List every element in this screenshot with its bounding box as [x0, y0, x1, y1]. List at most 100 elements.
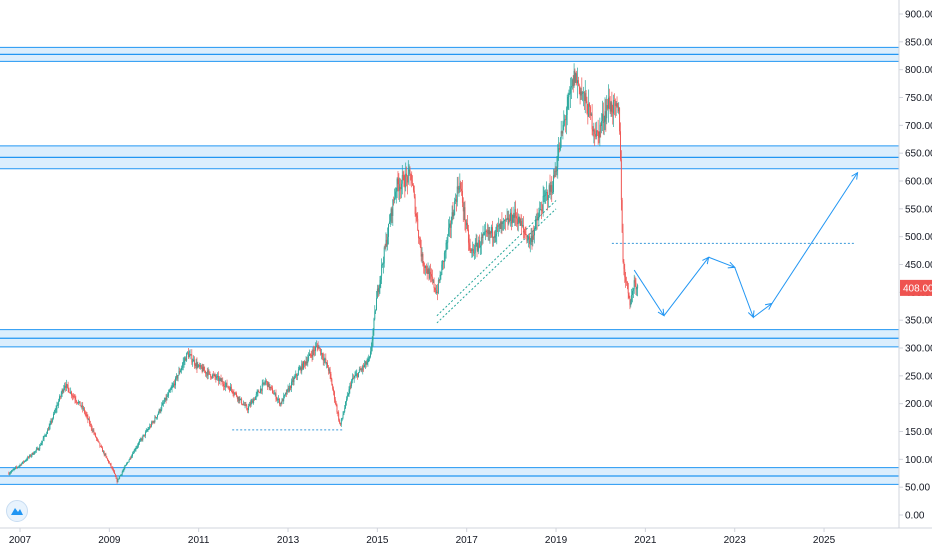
candle-body [34, 451, 36, 454]
candle-body [278, 399, 280, 405]
candle-body [626, 282, 628, 284]
candle-body [240, 398, 242, 400]
candle-body [595, 134, 597, 137]
candle-body [59, 396, 60, 402]
candle-body [572, 79, 574, 87]
candle-body [275, 393, 277, 400]
candle-body [19, 464, 21, 466]
candle-body [141, 438, 143, 440]
forecast-arrow-line [663, 256, 710, 317]
candle-body [106, 456, 108, 459]
candle-body [540, 209, 542, 211]
candle-body [152, 421, 154, 423]
candle-body [339, 420, 341, 423]
candle-body [233, 393, 235, 395]
candle-body [417, 218, 419, 231]
candle-body [140, 438, 142, 440]
candle-body [444, 251, 446, 253]
candle-body [387, 236, 389, 245]
candle-body [317, 345, 319, 349]
candle-body [86, 414, 88, 416]
candle-body [607, 105, 609, 109]
candle-body [620, 131, 621, 160]
candle-body [304, 362, 306, 365]
candle-body [632, 290, 633, 295]
candle-body [372, 330, 374, 341]
candle-body [190, 354, 192, 356]
candle-body [366, 362, 368, 365]
candle-body [124, 466, 126, 469]
candle-body [216, 376, 218, 379]
candle-body [232, 391, 234, 394]
candle-body [178, 371, 180, 376]
candle-body [398, 184, 400, 191]
candle-body [584, 93, 586, 101]
candle-body [272, 388, 274, 394]
candle-body [254, 396, 256, 400]
candle-body [415, 214, 417, 216]
candle-body [599, 124, 601, 138]
candle-body [77, 401, 79, 404]
candle-body [280, 403, 282, 404]
price-tick-label: 650.00 [905, 149, 932, 160]
candle-body [360, 369, 362, 371]
candle-body [494, 235, 496, 238]
price-tick-label: 50.00 [905, 483, 930, 494]
candle-body [324, 358, 326, 360]
candle-body [287, 388, 289, 390]
candle-body [249, 404, 251, 406]
candle-body [254, 399, 255, 401]
candle-body [238, 396, 240, 401]
time-tick-label: 2011 [188, 535, 210, 546]
candle-body [345, 401, 347, 408]
candle-body [536, 218, 538, 221]
candle-body [30, 455, 32, 457]
candle-body [474, 242, 476, 253]
candle-body [44, 435, 46, 437]
candle-body [597, 131, 599, 133]
price-tick-label: 500.00 [905, 232, 932, 243]
candle-body [496, 225, 498, 235]
candle-body [247, 409, 249, 411]
candle-body [296, 374, 298, 376]
candle-body [517, 222, 519, 225]
candle-body [588, 103, 590, 117]
candle-body [382, 263, 384, 265]
candle-body [265, 380, 267, 383]
candle-body [279, 403, 281, 405]
candle-body [428, 269, 430, 279]
candle-body [586, 101, 588, 114]
candle-body [215, 376, 217, 379]
candle-body [633, 280, 635, 290]
tradingview-logo-icon[interactable] [6, 500, 28, 522]
candle-body [447, 234, 449, 243]
candle-body [380, 275, 382, 280]
candle-body [499, 223, 501, 229]
candle-body [568, 93, 570, 97]
candle-body [543, 195, 545, 197]
candle-body [203, 366, 205, 371]
candle-body [623, 261, 625, 270]
candle-body [163, 402, 164, 404]
candle-body [381, 264, 383, 276]
candle-body [68, 388, 70, 393]
candle-body [333, 388, 334, 392]
candle-body [509, 218, 511, 221]
candle-body [285, 392, 287, 395]
candle-body [501, 222, 503, 224]
candle-body [554, 170, 556, 177]
candle-body [98, 441, 100, 443]
candle-body [221, 380, 223, 382]
candle-body [108, 462, 110, 464]
candle-body [72, 395, 74, 397]
candle-body [406, 173, 408, 177]
candle-body [164, 397, 166, 402]
candle-body [200, 365, 202, 368]
candle-body [510, 212, 512, 224]
candle-body [484, 231, 486, 234]
candle-body [63, 388, 65, 392]
candle-body [268, 382, 270, 389]
candle-body [546, 191, 548, 200]
candle-body [614, 100, 615, 101]
candle-body [28, 455, 30, 458]
